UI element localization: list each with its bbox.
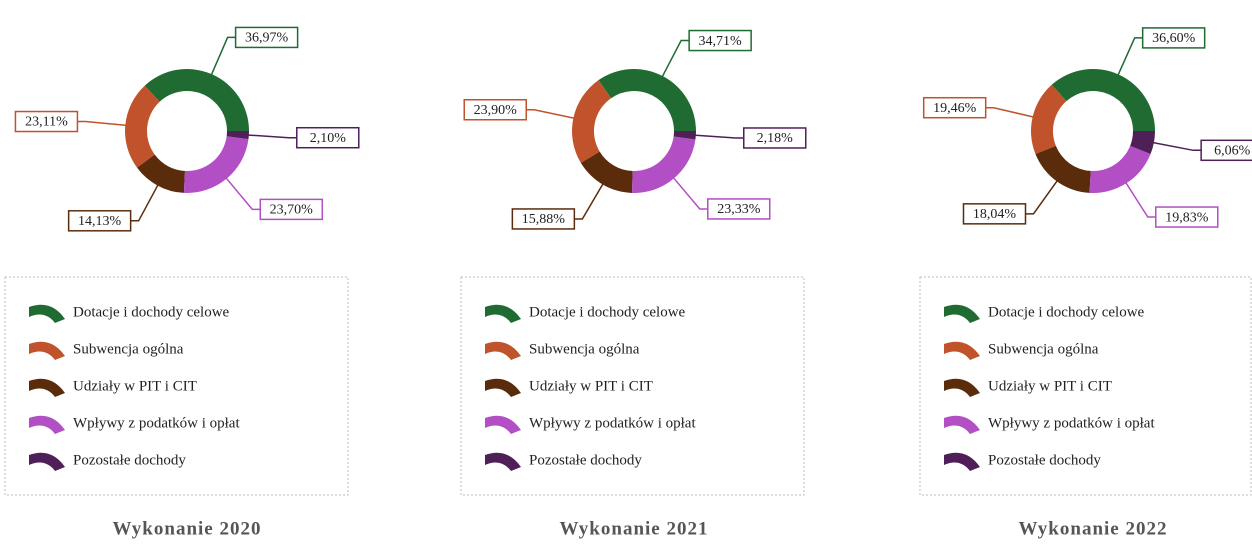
donut-slice xyxy=(580,151,633,193)
leader-line xyxy=(670,174,708,210)
leader-line xyxy=(1123,179,1156,218)
donut-slice xyxy=(1031,84,1067,155)
donut-slice xyxy=(572,80,612,163)
legend-label: Subwencja ogólna xyxy=(529,341,640,357)
legend-label: Pozostałe dochody xyxy=(529,452,642,468)
label-box xyxy=(1200,139,1252,162)
donut-slice xyxy=(226,131,249,140)
leader-line xyxy=(209,36,236,79)
data-label: 23,70% xyxy=(270,203,314,218)
donut-slice xyxy=(598,69,696,131)
label-box xyxy=(1141,27,1206,49)
donut-slice xyxy=(1035,145,1091,193)
label-box xyxy=(922,96,987,119)
legend-label: Dotacje i dochody celowe xyxy=(73,304,230,320)
leader-line xyxy=(77,120,130,127)
data-label: 2,10% xyxy=(310,131,347,146)
donut-slice xyxy=(144,69,249,131)
label-box xyxy=(14,110,79,133)
label-box xyxy=(463,99,527,121)
label-box xyxy=(962,203,1027,225)
data-label: 19,83% xyxy=(1165,210,1209,225)
label-box xyxy=(1155,206,1219,228)
leader-line xyxy=(526,109,578,120)
donut-slice xyxy=(183,136,249,193)
donut-slice xyxy=(673,131,696,140)
legend-label: Pozostałe dochody xyxy=(73,452,186,468)
legend-box xyxy=(4,276,349,496)
legend-label: Wpływy z podatków i opłat xyxy=(988,415,1155,431)
data-label: 23,90% xyxy=(474,103,518,118)
legend-swatch xyxy=(485,341,521,360)
legend-swatch xyxy=(485,452,521,471)
legend-swatch xyxy=(29,341,65,360)
legend-swatch xyxy=(29,452,65,471)
donut-slice xyxy=(632,136,696,193)
legend-swatch xyxy=(485,378,521,397)
data-label: 23,11% xyxy=(25,115,68,130)
leader-line xyxy=(660,39,690,80)
legend-label: Udziały w PIT i CIT xyxy=(988,378,1112,394)
data-label: 36,60% xyxy=(1152,31,1196,46)
leader-line xyxy=(1116,37,1143,79)
legend-label: Udziały w PIT i CIT xyxy=(529,378,653,394)
legend-label: Subwencja ogólna xyxy=(988,341,1099,357)
data-label: 14,13% xyxy=(78,214,122,229)
data-label: 6,06% xyxy=(1214,144,1251,159)
legend-label: Wpływy z podatków i opłat xyxy=(73,415,240,431)
leader-line xyxy=(130,181,161,222)
data-label: 36,97% xyxy=(245,31,289,46)
data-label: 23,33% xyxy=(717,202,761,217)
leader-line xyxy=(1149,141,1202,152)
legend-swatch xyxy=(944,378,980,397)
leader-line xyxy=(223,175,261,211)
legend-swatch xyxy=(29,304,65,323)
data-label: 2,18% xyxy=(757,131,794,146)
data-label: 15,88% xyxy=(522,212,566,227)
data-label: 18,04% xyxy=(973,207,1017,222)
donut-slice xyxy=(1130,131,1155,155)
legend-swatch xyxy=(485,304,521,323)
donut-slice xyxy=(1089,145,1151,194)
legend-swatch xyxy=(944,341,980,360)
leader-line xyxy=(691,134,744,139)
label-box xyxy=(688,29,752,52)
label-box xyxy=(234,26,299,49)
legend-swatch xyxy=(485,415,521,434)
label-box xyxy=(259,198,324,221)
legend-swatch xyxy=(944,415,980,434)
label-box xyxy=(296,126,360,149)
legend-label: Wpływy z podatków i opłat xyxy=(529,415,696,431)
legend-swatch xyxy=(29,415,65,434)
legend-label: Subwencja ogólna xyxy=(73,341,184,357)
data-label: 34,71% xyxy=(699,34,743,49)
legend-label: Udziały w PIT i CIT xyxy=(73,378,197,394)
legend-swatch xyxy=(29,378,65,397)
label-box xyxy=(511,208,576,230)
leader-line xyxy=(1025,177,1060,215)
legend-swatch xyxy=(944,452,980,471)
chart-title: Wykonanie 2022 xyxy=(1019,518,1168,539)
label-box xyxy=(707,198,771,220)
donut-slice xyxy=(125,85,160,168)
legend-label: Dotacje i dochody celowe xyxy=(529,304,686,320)
legend-box xyxy=(460,276,805,496)
donut-slice xyxy=(1051,68,1155,131)
data-label: 19,46% xyxy=(933,101,977,116)
leader-line xyxy=(244,134,297,139)
legend-label: Pozostałe dochody xyxy=(988,452,1101,468)
leader-line xyxy=(574,180,606,220)
label-box xyxy=(743,127,807,149)
donut-slice xyxy=(137,154,185,193)
leader-line xyxy=(985,106,1037,119)
chart-title: Wykonanie 2020 xyxy=(113,518,262,539)
legend-swatch xyxy=(944,304,980,323)
legend-label: Dotacje i dochody celowe xyxy=(988,304,1145,320)
chart-title: Wykonanie 2021 xyxy=(560,518,709,539)
label-box xyxy=(67,210,132,232)
